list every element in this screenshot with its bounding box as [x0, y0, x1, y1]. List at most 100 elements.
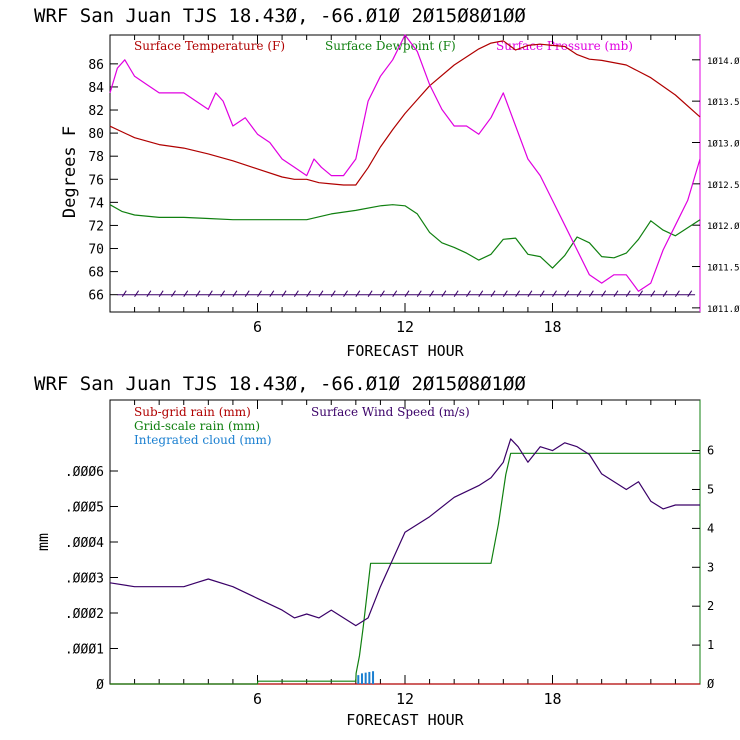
y-tick-label: 68: [88, 266, 104, 281]
x-tick-label: 12: [396, 318, 414, 336]
wind-barb: [552, 290, 557, 297]
y-tick-label: 66: [88, 289, 104, 304]
y2-tick-label: 1Ø11.Ø: [707, 304, 740, 315]
y2-tick-label: Ø: [707, 677, 715, 691]
series-grid-scale-rain-mm-line: [110, 452, 700, 685]
panel-2-x-axis-label: FORECAST HOUR: [346, 711, 464, 729]
y-tick-label: 80: [88, 127, 104, 142]
wind-barb: [158, 290, 164, 297]
y2-tick-label: 5: [707, 482, 714, 496]
wind-barb: [134, 290, 139, 297]
wind-barb: [367, 290, 373, 297]
legend-surface-wind-speed: Surface Wind Speed (m/s): [311, 405, 470, 419]
legend-surface-temperature: Surface Temperature (F): [134, 39, 285, 53]
y2-tick-label: 6: [707, 444, 714, 458]
wind-barb: [171, 290, 176, 297]
wind-barb: [330, 290, 336, 297]
wind-barb: [404, 290, 410, 297]
y2-tick-label: 1Ø14.Ø: [707, 56, 740, 67]
y2-tick-label: 1Ø12.5: [707, 180, 740, 191]
precipitation-panel: WRF San Juan TJS 18.43Ø, -66.Ø1Ø 2Ø15Ø8Ø…: [34, 373, 715, 729]
x-tick-label: 6: [253, 690, 262, 708]
wind-barb: [453, 290, 459, 297]
wind-barb: [687, 290, 693, 297]
y-tick-label: 86: [88, 58, 104, 73]
wind-barb: [257, 290, 262, 297]
panel-2-title: WRF San Juan TJS 18.43Ø, -66.Ø1Ø 2Ø15Ø8Ø…: [34, 373, 526, 395]
y-tick-label: 72: [88, 219, 104, 234]
wind-barb: [527, 290, 533, 297]
y2-tick-label: 2: [707, 599, 714, 613]
panel-1-title: WRF San Juan TJS 18.43Ø, -66.Ø1Ø 2Ø15Ø8Ø…: [34, 5, 526, 27]
y2-tick-label: 1Ø13.5: [707, 97, 740, 108]
temperature-panel: WRF San Juan TJS 18.43Ø, -66.Ø1Ø 2Ø15Ø8Ø…: [34, 5, 740, 360]
wind-barb: [220, 290, 226, 297]
wind-barb: [416, 290, 422, 297]
y-tick-label: .ØØØ2: [65, 607, 104, 622]
wind-barb: [466, 290, 471, 297]
legend-surface-dewpoint: Surface Dewpoint (F): [325, 39, 456, 53]
wind-barb: [343, 290, 348, 297]
wind-barb: [355, 290, 361, 297]
wind-barb: [650, 290, 656, 297]
wind-barb: [576, 290, 582, 297]
wind-barb: [244, 290, 250, 297]
wind-barb: [318, 290, 324, 297]
wind-barb: [269, 290, 275, 297]
wind-barb: [293, 290, 299, 297]
y2-tick-label: 1Ø11.5: [707, 263, 740, 274]
panel-2-y-axis-label: mm: [34, 533, 52, 551]
panel-1-x-axis-label: FORECAST HOUR: [346, 342, 464, 360]
series-surface-temperature-f-line: [109, 40, 701, 186]
wind-barb: [675, 290, 680, 297]
y2-tick-label: 4: [707, 521, 714, 535]
y-tick-label: 74: [88, 196, 104, 211]
y-tick-label: 82: [88, 104, 104, 119]
wind-barb: [564, 290, 570, 297]
wind-barb: [306, 290, 312, 297]
wind-barb: [625, 290, 631, 297]
wind-barb: [601, 290, 607, 297]
y2-tick-label: 1Ø12.Ø: [707, 221, 740, 232]
wind-barb: [613, 290, 619, 297]
x-tick-label: 18: [543, 690, 561, 708]
legend-integrated-cloud: Integrated cloud (mm): [134, 433, 272, 447]
wind-barb: [441, 290, 447, 297]
wind-barb: [478, 290, 484, 297]
y-tick-label: 78: [88, 150, 104, 165]
wind-barb: [146, 290, 152, 297]
y2-tick-label: 1Ø13.Ø: [707, 138, 740, 149]
panel-2-marks: 6 12 18Ø.ØØØ1.ØØØ2.ØØØ3.ØØØ4.ØØØ5.ØØØ6Ø123…: [65, 400, 715, 708]
x-tick-label: 18: [543, 318, 561, 336]
y-tick-label: .ØØØ5: [65, 501, 104, 516]
y-tick-label: 84: [88, 81, 104, 96]
y-tick-label: .ØØØ4: [65, 536, 104, 551]
wind-barb: [380, 290, 385, 297]
y-tick-label: .ØØØ3: [65, 572, 104, 587]
wind-barb: [281, 290, 287, 297]
wind-barb: [638, 290, 643, 297]
wind-barb: [429, 290, 434, 297]
y-tick-label: 76: [88, 173, 104, 188]
x-tick-label: 6: [253, 318, 262, 336]
wind-barb: [588, 290, 594, 297]
wind-barb: [183, 290, 189, 297]
wind-barb: [539, 290, 545, 297]
y2-tick-label: 3: [707, 560, 714, 574]
legend-grid-scale-rain: Grid-scale rain (mm): [134, 419, 260, 433]
wind-barb: [502, 290, 508, 297]
wind-barb: [490, 290, 496, 297]
panel-1-y-axis-label: Degrees F: [60, 126, 80, 218]
y-tick-label: 70: [88, 243, 104, 258]
y-tick-label: Ø: [96, 678, 104, 693]
wind-barb: [392, 290, 398, 297]
wind-barb: [662, 290, 668, 297]
y-tick-label: .ØØØ6: [65, 465, 104, 480]
wind-barb: [195, 290, 201, 297]
y2-tick-label: 1: [707, 638, 714, 652]
wind-barb: [207, 290, 213, 297]
panel-1-marks: 6 12 18 66 68 70 72 74 76 78 80 82 84 86 1Ø11.Ø 1Ø11.5 1…: [88, 34, 740, 336]
series-surface-wind-speed-m-s-line: [109, 438, 700, 627]
wind-barb: [232, 290, 238, 297]
